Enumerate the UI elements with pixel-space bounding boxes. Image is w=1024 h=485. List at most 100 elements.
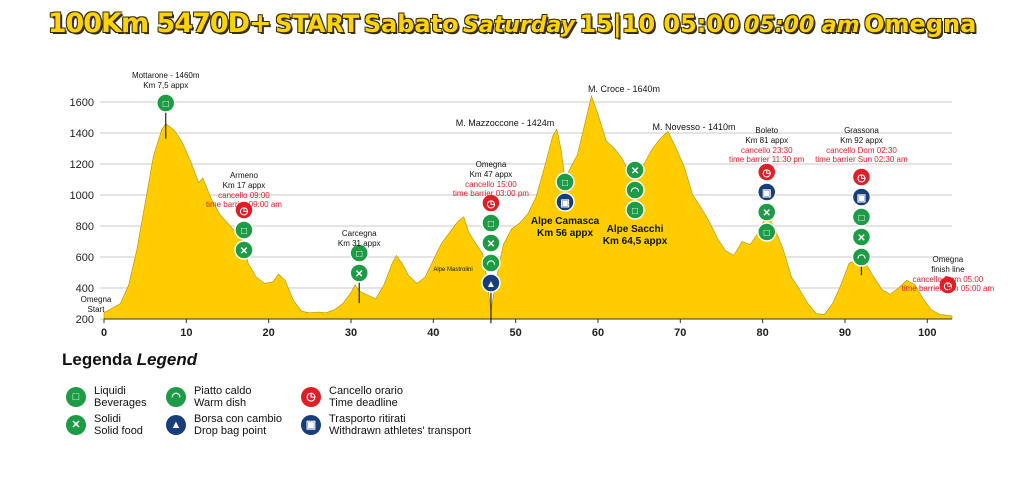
y-tick-label: 600 (76, 252, 94, 264)
station-km: Km 56 appx (537, 228, 594, 239)
y-tick-label: 1600 (70, 97, 94, 109)
legend-title: Legenda Legend (62, 350, 198, 369)
station-deadline-en: time barrier 09:00 am (206, 200, 282, 209)
food-icon-glyph: ✕ (487, 239, 495, 250)
food-icon (757, 202, 777, 222)
food-icon (349, 263, 369, 283)
drink-icon-glyph: □ (356, 249, 362, 260)
x-tick-label: 50 (510, 327, 522, 339)
drink-icon-glyph: □ (488, 219, 494, 230)
bag-icon-glyph: ▲ (486, 279, 496, 290)
x-tick-label: 30 (345, 327, 357, 339)
legend-item-transport: ▣ Trasporto ritirati Withdrawn athletes' … (301, 413, 471, 437)
food-icon-glyph: ✕ (240, 246, 248, 257)
dish-icon-glyph: ◠ (631, 186, 640, 197)
station-deadline-en: time barrier Sun 02:30 am (815, 155, 908, 164)
elevation-chart: 200 400 600 800 1000 1200 1400 1600 0 10 20 30 40 50 6… (70, 71, 995, 339)
station-name: Carcegna (342, 229, 377, 238)
station-km: Km 47 appx (470, 170, 513, 179)
x-tick-label: 40 (427, 327, 439, 339)
clock-icon-glyph: ◷ (240, 206, 249, 217)
elevation-profile-area (103, 94, 953, 320)
x-tick-label: 90 (839, 327, 851, 339)
drink-icon-glyph: □ (632, 206, 638, 217)
drink-icon (757, 222, 777, 242)
y-tick-label: 1000 (70, 190, 94, 202)
y-tick-label: 400 (76, 283, 94, 295)
drink-icon (555, 172, 575, 192)
station-name: Armeno (230, 171, 259, 180)
station-name: Alpe Camasca (531, 216, 600, 227)
clock-icon-glyph: ◷ (857, 173, 866, 184)
food-icon-glyph: ✕ (631, 166, 639, 177)
clock-icon (481, 193, 501, 213)
legend-item-solid-food: ✕ Solidi Solid food (66, 413, 143, 437)
drink-icon-glyph: □ (241, 226, 247, 237)
clock-icon-glyph: ◷ (487, 199, 496, 210)
dish-icon (481, 253, 501, 273)
title-day-en: Saturday (463, 13, 575, 38)
x-tick-label: 10 (180, 327, 192, 339)
page-title: 100Km 5470D+ START Sabato Saturday 15|10… (0, 8, 1024, 39)
clock-icon (234, 200, 254, 220)
station-deadline-it: cancello 23:30 (741, 146, 793, 155)
x-tick-label: 80 (757, 327, 769, 339)
clock-icon: ◷ (301, 387, 321, 407)
y-tick-label: 200 (76, 314, 94, 326)
station-km: finish line (931, 265, 965, 274)
station-km: Km 64,5 appx (603, 236, 668, 247)
clock-icon (757, 162, 777, 182)
station-deadline-en: time barrier 03:00 pm (453, 189, 529, 198)
food-icon-glyph: ✕ (763, 208, 771, 219)
dish-icon-glyph: ◠ (487, 259, 496, 270)
drink-icon (625, 200, 645, 220)
station-deadline-it: cancello Dom 05:00 (913, 275, 984, 284)
drink-icon: □ (66, 387, 86, 407)
station-km: Km 7,5 appx (143, 81, 188, 90)
legend-item-beverages: □ Liquidi Beverages (66, 385, 147, 409)
title-date-time: 15|10 05:00 (579, 10, 740, 38)
dish-icon: ◠ (166, 387, 186, 407)
x-tick-label: 20 (263, 327, 275, 339)
bus-icon: ▣ (301, 415, 321, 435)
station-name: Grassona (844, 126, 879, 135)
station-deadline-it: cancello 15:00 (465, 180, 517, 189)
station-deadline-it: cancello 09:00 (218, 191, 270, 200)
dish-icon (851, 247, 872, 267)
bus-icon (555, 192, 575, 212)
y-tick-label: 800 (76, 221, 94, 233)
station-name: Omegna (476, 160, 507, 169)
clock-icon-glyph: ◷ (762, 168, 771, 179)
drink-icon-glyph: □ (562, 178, 568, 189)
food-icon (851, 227, 872, 247)
legend-item-warm-dish: ◠ Piatto caldo Warm dish (166, 385, 251, 409)
station-name: Omegna (933, 255, 964, 264)
clock-icon (938, 275, 958, 295)
food-icon: ✕ (66, 415, 86, 435)
dish-icon (625, 180, 645, 200)
title-day-it: Sabato (363, 10, 459, 38)
drink-icon (234, 220, 254, 240)
title-distance: 100Km 5470D+ (47, 8, 272, 39)
bag-icon (481, 273, 501, 293)
x-tick-label: 100 (918, 327, 936, 339)
station-deadline-en: time barrier Sun 05:00 am (902, 284, 995, 293)
bus-icon-glyph: ▣ (762, 188, 771, 199)
title-start: START (275, 10, 360, 38)
dish-icon-glyph: ◠ (857, 253, 866, 264)
food-icon-glyph: ✕ (857, 233, 865, 244)
station-name: Alpe Sacchi (607, 224, 664, 235)
food-icon (625, 160, 645, 180)
food-icon (234, 240, 254, 260)
station-deadline-en: time barrier 11:30 pm (729, 155, 805, 164)
food-icon (481, 233, 501, 253)
bus-icon (757, 182, 777, 202)
drink-icon (851, 207, 872, 227)
bus-icon-glyph: ▣ (857, 193, 866, 204)
station-km: Km 81 appx (745, 136, 788, 145)
y-tick-label: 1400 (70, 128, 94, 140)
station-km: Km 31 appx (338, 239, 381, 248)
clock-icon (851, 167, 872, 187)
x-tick-label: 0 (101, 327, 107, 339)
drink-icon-glyph: □ (858, 213, 864, 224)
